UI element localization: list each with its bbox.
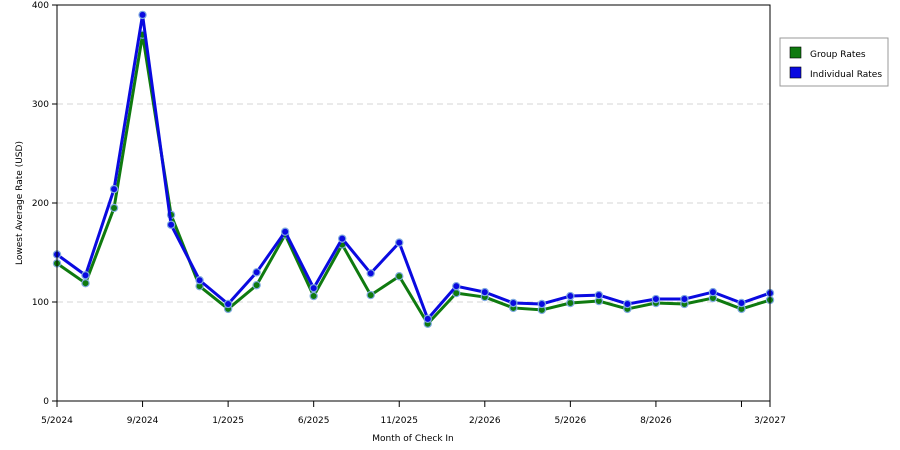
y-tick-label: 0 bbox=[43, 397, 49, 407]
x-axis-title: Month of Check In bbox=[372, 434, 454, 444]
data-point-individual-rates bbox=[280, 227, 290, 236]
y-tick-label: 400 bbox=[32, 1, 49, 11]
data-point-individual-rates bbox=[81, 271, 90, 280]
data-point-group-rates bbox=[309, 291, 318, 301]
data-point-individual-rates bbox=[537, 299, 547, 309]
x-tick-label: 6/2025 bbox=[298, 416, 330, 426]
data-point-individual-rates bbox=[594, 290, 604, 300]
y-tick-label: 100 bbox=[32, 298, 49, 308]
y-axis-ticks: 0 100 200 300 400 bbox=[32, 1, 57, 407]
data-point-individual-rates bbox=[166, 220, 176, 229]
data-point-individual-rates bbox=[680, 294, 689, 304]
x-tick-label: 2/2026 bbox=[469, 416, 501, 426]
data-point-individual-rates bbox=[566, 291, 575, 301]
grid-lines bbox=[57, 103, 770, 303]
data-point-group-rates bbox=[366, 290, 375, 300]
data-point-group-rates bbox=[566, 298, 575, 308]
data-point-group-rates bbox=[81, 278, 90, 288]
data-point-group-rates bbox=[395, 272, 404, 281]
x-tick-label: 8/2026 bbox=[640, 416, 672, 426]
axes bbox=[56, 4, 771, 402]
data-point-group-rates bbox=[252, 280, 261, 290]
y-tick-label: 200 bbox=[32, 199, 49, 209]
data-point-individual-rates bbox=[509, 298, 518, 308]
data-point-individual-rates bbox=[338, 234, 347, 243]
y-tick-label: 300 bbox=[32, 100, 49, 110]
x-tick-label: 5/2024 bbox=[41, 416, 73, 426]
data-point-individual-rates bbox=[480, 287, 489, 297]
data-point-individual-rates bbox=[252, 268, 261, 277]
data-point-individual-rates bbox=[737, 298, 746, 308]
legend-swatch-individual-rates bbox=[789, 66, 802, 79]
data-point-individual-rates bbox=[708, 287, 718, 297]
series-lines bbox=[52, 10, 775, 328]
x-tick-label: 11/2025 bbox=[381, 416, 418, 426]
y-axis-title: Lowest Average Rate (USD) bbox=[15, 141, 25, 265]
legend-swatch-group-rates bbox=[789, 46, 802, 59]
data-point-individual-rates bbox=[395, 238, 404, 247]
data-point-individual-rates bbox=[223, 299, 233, 309]
legend: Group Rates Individual Rates bbox=[779, 37, 889, 87]
data-point-individual-rates bbox=[366, 269, 375, 278]
data-point-individual-rates bbox=[651, 294, 661, 304]
plot-frame bbox=[56, 4, 771, 402]
data-point-individual-rates bbox=[138, 10, 147, 20]
x-tick-label: 3/2027 bbox=[754, 416, 786, 426]
series-line-group-rates bbox=[56, 33, 771, 326]
data-point-individual-rates bbox=[309, 283, 318, 293]
x-tick-label: 1/2025 bbox=[212, 416, 244, 426]
data-point-individual-rates bbox=[109, 184, 119, 194]
data-point-individual-rates bbox=[423, 314, 432, 324]
series-line-individual-rates bbox=[56, 13, 771, 321]
data-point-group-rates bbox=[109, 203, 119, 213]
x-tick-label: 9/2024 bbox=[127, 416, 159, 426]
data-point-individual-rates bbox=[195, 276, 204, 285]
x-axis-ticks: 5/2024 9/2024 1/2025 6/2025 11/2025 2/2026 5/2… bbox=[41, 401, 786, 426]
legend-label-group-rates: Group Rates bbox=[810, 50, 866, 60]
x-tick-label: 5/2026 bbox=[555, 416, 587, 426]
legend-label-individual-rates: Individual Rates bbox=[810, 70, 882, 80]
data-point-individual-rates bbox=[623, 299, 632, 309]
data-point-individual-rates bbox=[452, 281, 461, 291]
